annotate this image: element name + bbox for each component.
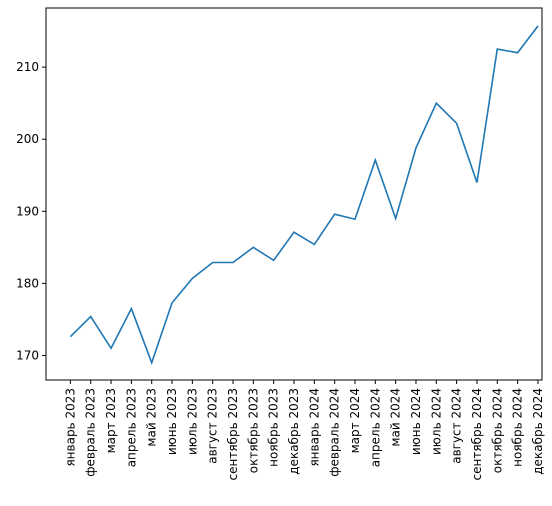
x-tick-label: январь 2024	[307, 388, 321, 467]
x-tick-label: март 2024	[348, 388, 362, 453]
x-tick-label: декабрь 2023	[287, 388, 301, 475]
series-line	[69, 25, 539, 366]
plot-marks	[69, 25, 539, 366]
x-tick-label: июнь 2024	[409, 388, 423, 455]
x-tick-label: январь 2023	[63, 388, 77, 467]
x-tick-label: июль 2023	[185, 388, 199, 455]
y-tick-label: 200	[16, 132, 39, 146]
x-tick-label: март 2023	[104, 388, 118, 453]
x-tick-label: октябрь 2023	[246, 388, 260, 473]
x-tick-label: декабрь 2024	[531, 388, 545, 475]
x-tick-label: август 2023	[206, 388, 220, 464]
x-tick-label: сентябрь 2023	[226, 388, 240, 480]
y-tick-label: 180	[16, 276, 39, 290]
x-tick-label: ноябрь 2023	[267, 388, 281, 467]
x-axis: январь 2023 февраль 2023 март 2023 апрель 2…	[63, 380, 545, 480]
x-tick-label: апрель 2023	[124, 388, 138, 467]
x-tick-label: сентябрь 2024	[470, 388, 484, 480]
y-axis: 170 180 190 200 210	[16, 60, 46, 362]
x-tick-label: август 2024	[450, 388, 464, 464]
x-tick-label: октябрь 2024	[490, 388, 504, 473]
x-tick-label: июнь 2023	[165, 388, 179, 455]
x-tick-label: февраль 2023	[84, 388, 98, 477]
y-tick-label: 170	[16, 348, 39, 362]
x-tick-label: июль 2024	[429, 388, 443, 455]
x-tick-label: апрель 2024	[368, 388, 382, 467]
x-tick-label: ноябрь 2024	[511, 388, 525, 467]
x-tick-label: май 2023	[145, 388, 159, 447]
y-tick-label: 190	[16, 204, 39, 218]
y-tick-label: 210	[16, 60, 39, 74]
plot-frame	[45, 7, 543, 381]
x-tick-label: февраль 2024	[328, 388, 342, 477]
x-tick-label: май 2024	[389, 388, 403, 447]
